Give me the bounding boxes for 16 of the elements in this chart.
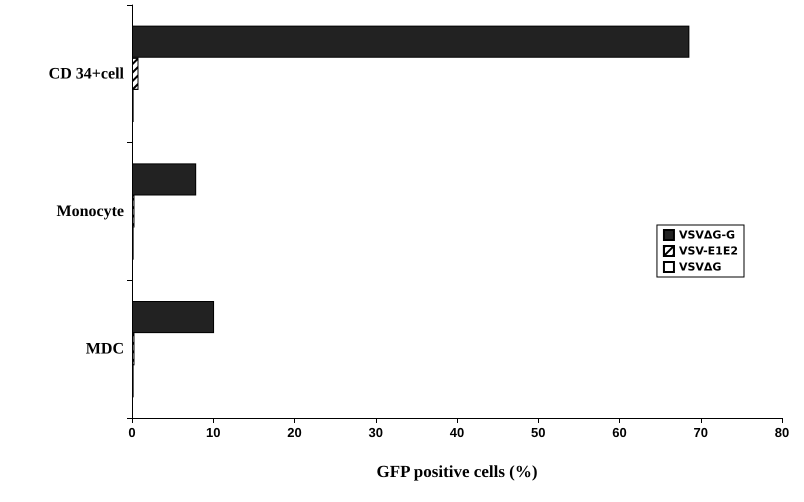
x-tick-label: 40 xyxy=(450,425,464,440)
y-tick-label: Monocyte xyxy=(56,203,124,220)
x-tick-label: 10 xyxy=(206,425,220,440)
x-tick-label: 70 xyxy=(694,425,708,440)
x-tick-label: 20 xyxy=(287,425,302,440)
x-tick-label: 80 xyxy=(774,425,790,440)
legend-label: VSVΔG-G xyxy=(678,228,736,242)
x-tick-label: 50 xyxy=(531,425,546,440)
y-tick-label: CD 34+cell xyxy=(48,65,125,82)
legend-label: VSV-E1E2 xyxy=(678,244,738,258)
x-tick-label: 0 xyxy=(128,425,136,440)
x-axis-title: GFP positive cells (%) xyxy=(376,462,538,481)
legend-label: VSVΔG xyxy=(678,260,722,274)
x-tick-label: 30 xyxy=(368,425,383,440)
y-tick-label: MDC xyxy=(86,340,124,358)
x-tick-label: 60 xyxy=(612,425,627,440)
